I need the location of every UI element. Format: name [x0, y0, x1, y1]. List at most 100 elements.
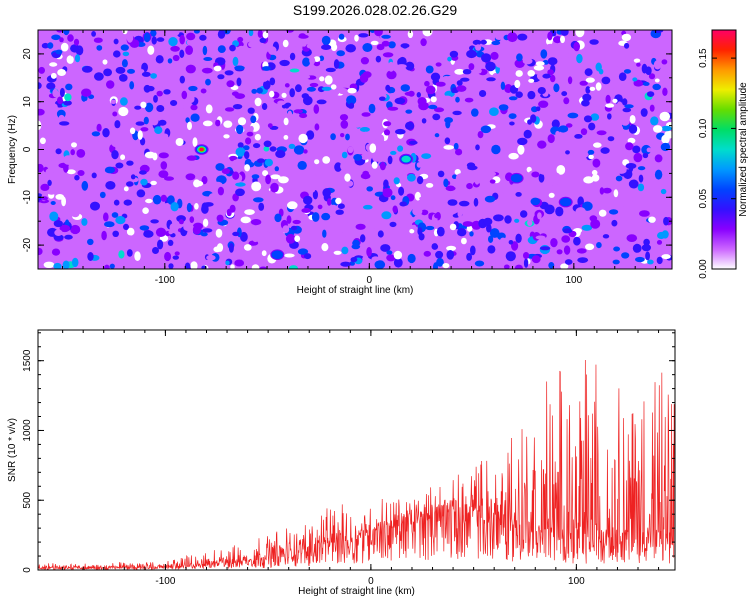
heatmap-cell: [624, 104, 634, 109]
x-tick-label: 0: [367, 275, 373, 286]
heatmap-cell: [649, 104, 655, 112]
heatmap-cell: [292, 71, 301, 77]
heatmap-cell: [183, 105, 189, 111]
heatmap-cell: [654, 78, 660, 83]
heatmap-cell: [349, 102, 355, 109]
heatmap-cell: [576, 248, 587, 254]
heatmap-cell: [172, 54, 180, 62]
heatmap-cell: [371, 161, 378, 169]
heatmap-cell: [481, 53, 492, 63]
heatmap-cell: [386, 254, 396, 262]
heatmap-cell: [436, 236, 442, 246]
heatmap-cell: [515, 70, 523, 77]
heatmap-cell: [269, 77, 276, 86]
heatmap-cell: [436, 257, 444, 267]
heatmap-cell: [181, 236, 191, 242]
heatmap-cell: [458, 101, 465, 109]
heatmap-cell: [387, 93, 398, 99]
heatmap-cell: [262, 31, 269, 39]
heatmap-cell: [369, 143, 377, 153]
heatmap-cell: [326, 112, 333, 123]
heatmap-cell: [303, 195, 313, 205]
heatmap-cell: [531, 171, 540, 178]
heatmap-cell: [73, 110, 82, 116]
heatmap-cell: [229, 44, 236, 52]
heatmap-cell: [495, 123, 500, 131]
heatmap-cell: [347, 87, 357, 94]
heatmap-cell: [168, 230, 174, 235]
heatmap-cell: [269, 146, 277, 152]
heatmap-cell: [53, 262, 62, 269]
heatmap-cell: [480, 39, 487, 45]
heatmap-cell: [641, 63, 648, 74]
heatmap-cell: [141, 71, 151, 77]
heatmap-cell: [40, 144, 46, 152]
heatmap-cell: [263, 80, 271, 90]
heatmap-cell: [242, 145, 250, 151]
heatmap-cell: [270, 174, 281, 180]
heatmap-cell: [289, 68, 300, 73]
heatmap-cell: [185, 45, 194, 55]
heatmap-cell: [656, 256, 663, 265]
heatmap-cell: [420, 209, 429, 216]
heatmap-cell: [158, 170, 169, 179]
heatmap-cell: [134, 251, 141, 261]
heatmap-cell: [595, 62, 602, 72]
heatmap-cell: [150, 219, 159, 224]
heatmap-cell: [466, 183, 473, 190]
heatmap-cell: [64, 234, 73, 240]
heatmap-cell: [228, 243, 234, 253]
heatmap-cell: [63, 30, 70, 36]
heatmap-blobs: [38, 30, 672, 269]
heatmap-cell: [501, 131, 512, 139]
heatmap-cell: [505, 251, 516, 262]
heatmap-cell: [187, 94, 195, 104]
heatmap-cell: [607, 113, 612, 120]
heatmap-cell: [294, 235, 301, 242]
heatmap-cell: [393, 257, 403, 268]
heatmap-cell: [501, 141, 509, 151]
heatmap-cell: [106, 80, 115, 89]
y-tick-label: 10: [22, 96, 33, 108]
heatmap-cell: [446, 75, 454, 83]
heatmap-cell: [282, 225, 290, 234]
heatmap-cell: [442, 95, 452, 101]
heatmap-cell: [509, 121, 515, 126]
heatmap-cell: [537, 87, 546, 95]
heatmap-cell: [625, 149, 632, 156]
heatmap-cell: [585, 243, 595, 251]
heatmap-cell: [605, 94, 611, 104]
heatmap-cell: [652, 83, 661, 91]
heatmap-cell: [143, 84, 151, 93]
heatmap-cell: [139, 225, 150, 231]
heatmap-cell: [179, 34, 185, 45]
heatmap-cell: [126, 227, 135, 236]
colorbar: 0.00 0.05 0.10 0.15 Normalized spectral ampl…: [698, 29, 749, 279]
heatmap-cell: [70, 149, 75, 156]
heatmap-cell: [638, 174, 644, 183]
heatmap-cell: [309, 56, 316, 65]
heatmap-cell: [248, 40, 259, 49]
heatmap-cell: [251, 88, 257, 94]
heatmap-cell: [337, 203, 345, 209]
heatmap-cell: [399, 110, 405, 118]
colorbar-tick-label: 0.00: [698, 259, 709, 279]
heatmap-cell: [434, 212, 441, 219]
y-axis-label: Frequency (Hz): [7, 115, 18, 184]
heatmap-cell: [101, 230, 107, 241]
heatmap-cell: [38, 66, 45, 74]
heatmap-cell: [444, 137, 451, 145]
heatmap-cell: [329, 246, 338, 252]
heatmap-cell: [289, 265, 298, 269]
heatmap-cell: [176, 215, 186, 223]
heatmap-cell: [607, 136, 615, 142]
heatmap-cell: [50, 201, 56, 205]
heatmap-cell: [358, 33, 369, 38]
heatmap-cell: [304, 253, 312, 260]
heatmap-cell: [317, 204, 323, 210]
heatmap-cell: [301, 39, 307, 47]
heatmap-cell: [361, 112, 371, 117]
heatmap-cell: [192, 225, 201, 235]
heatmap-cell: [181, 90, 188, 100]
